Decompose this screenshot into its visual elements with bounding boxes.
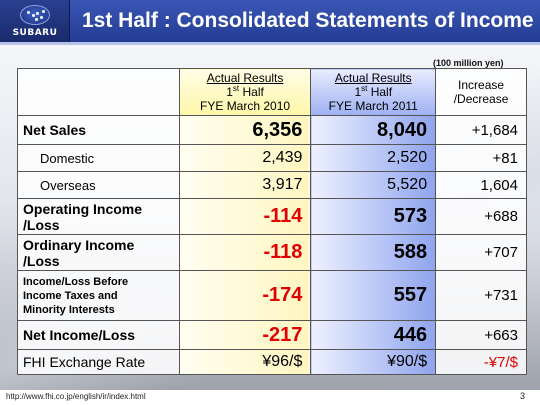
value-change: -¥7/$: [435, 349, 527, 375]
value-2011: 2,520: [310, 144, 437, 172]
income-statement-table: Actual Results 1st Half FYE March 2010 A…: [17, 68, 527, 375]
value-2011: 5,520: [310, 171, 437, 199]
header-change: Increase /Decrease: [435, 68, 527, 116]
value-2010: 2,439: [178, 144, 312, 172]
value-2010: 6,356: [178, 115, 312, 145]
table-row: Domestic 2,439 2,520 +81: [17, 144, 527, 172]
header-divider: [0, 42, 540, 45]
value-2010: -114: [178, 198, 312, 235]
header-change-line2: /Decrease: [453, 92, 509, 106]
value-2011: ¥90/$: [310, 349, 437, 375]
header-change-line1: Increase: [458, 78, 505, 92]
row-label-line2: Income Taxes and: [23, 289, 118, 302]
value-2011: 557: [310, 270, 437, 321]
value-change: +1,684: [435, 115, 527, 145]
header-fye2011-line2: 1st Half: [354, 84, 393, 100]
header-blank-cell: [17, 68, 180, 116]
unit-note: (100 million yen): [433, 58, 504, 68]
row-label-line1: Operating Income: [23, 200, 143, 217]
row-label: Operating Income /Loss: [17, 198, 180, 235]
footer-url: http://www.fhi.co.jp/english/ir/index.ht…: [6, 392, 146, 401]
header-fye2010-line2: 1st Half: [226, 84, 264, 100]
row-label: Income/Loss Before Income Taxes and Mino…: [17, 270, 180, 321]
value-change: +731: [435, 270, 527, 321]
header-fye2011: Actual Results 1st Half FYE March 2011: [310, 68, 437, 116]
logo-text: SUBARU: [12, 28, 58, 38]
row-label-line3: Minority Interests: [23, 303, 115, 316]
value-change: +688: [435, 198, 527, 235]
slide-title: 1st Half : Consolidated Statements of In…: [70, 0, 540, 42]
value-change: +707: [435, 234, 527, 271]
table-row: Income/Loss Before Income Taxes and Mino…: [17, 270, 527, 321]
value-2011: 446: [310, 320, 437, 350]
table-header-row: Actual Results 1st Half FYE March 2010 A…: [17, 68, 527, 116]
header-fye2011-line1: Actual Results: [334, 71, 412, 85]
header-fye2010-line3: FYE March 2010: [200, 99, 291, 113]
header: SUBARU 1st Half : Consolidated Statement…: [0, 0, 540, 42]
value-2011: 8,040: [310, 115, 437, 145]
table-row: Overseas 3,917 5,520 1,604: [17, 171, 527, 199]
header-fye2010-line1: Actual Results: [206, 71, 284, 85]
row-label: Overseas: [17, 171, 180, 199]
row-label-line2: /Loss: [23, 216, 60, 233]
value-2011: 573: [310, 198, 437, 235]
value-change: +81: [435, 144, 527, 172]
page-number: 3: [520, 391, 526, 401]
table-row: FHI Exchange Rate ¥96/$ ¥90/$ -¥7/$: [17, 349, 527, 375]
row-label: Domestic: [17, 144, 180, 172]
table-row: Operating Income /Loss -114 573 +688: [17, 198, 527, 235]
row-label: Net Sales: [17, 115, 180, 145]
value-2010: -174: [178, 270, 312, 321]
pleiades-icon: [20, 5, 50, 25]
header-fye2010: Actual Results 1st Half FYE March 2010: [178, 68, 312, 116]
value-2010: ¥96/$: [178, 349, 312, 375]
value-change: 1,604: [435, 171, 527, 199]
row-label: Net Income/Loss: [17, 320, 180, 350]
value-2010: -118: [178, 234, 312, 271]
row-label-line1: Ordinary Income: [23, 236, 135, 253]
row-label: FHI Exchange Rate: [17, 349, 180, 375]
table-row: Net Sales 6,356 8,040 +1,684: [17, 115, 527, 145]
row-label-line1: Income/Loss Before: [23, 275, 129, 288]
value-change: +663: [435, 320, 527, 350]
value-2010: -217: [178, 320, 312, 350]
value-2010: 3,917: [178, 171, 312, 199]
header-fye2011-line3: FYE March 2011: [328, 99, 418, 113]
row-label: Ordinary Income /Loss: [17, 234, 180, 271]
row-label-line2: /Loss: [23, 252, 60, 269]
value-2011: 588: [310, 234, 437, 271]
table-row: Ordinary Income /Loss -118 588 +707: [17, 234, 527, 271]
subaru-logo: SUBARU: [0, 0, 70, 42]
table-row: Net Income/Loss -217 446 +663: [17, 320, 527, 350]
